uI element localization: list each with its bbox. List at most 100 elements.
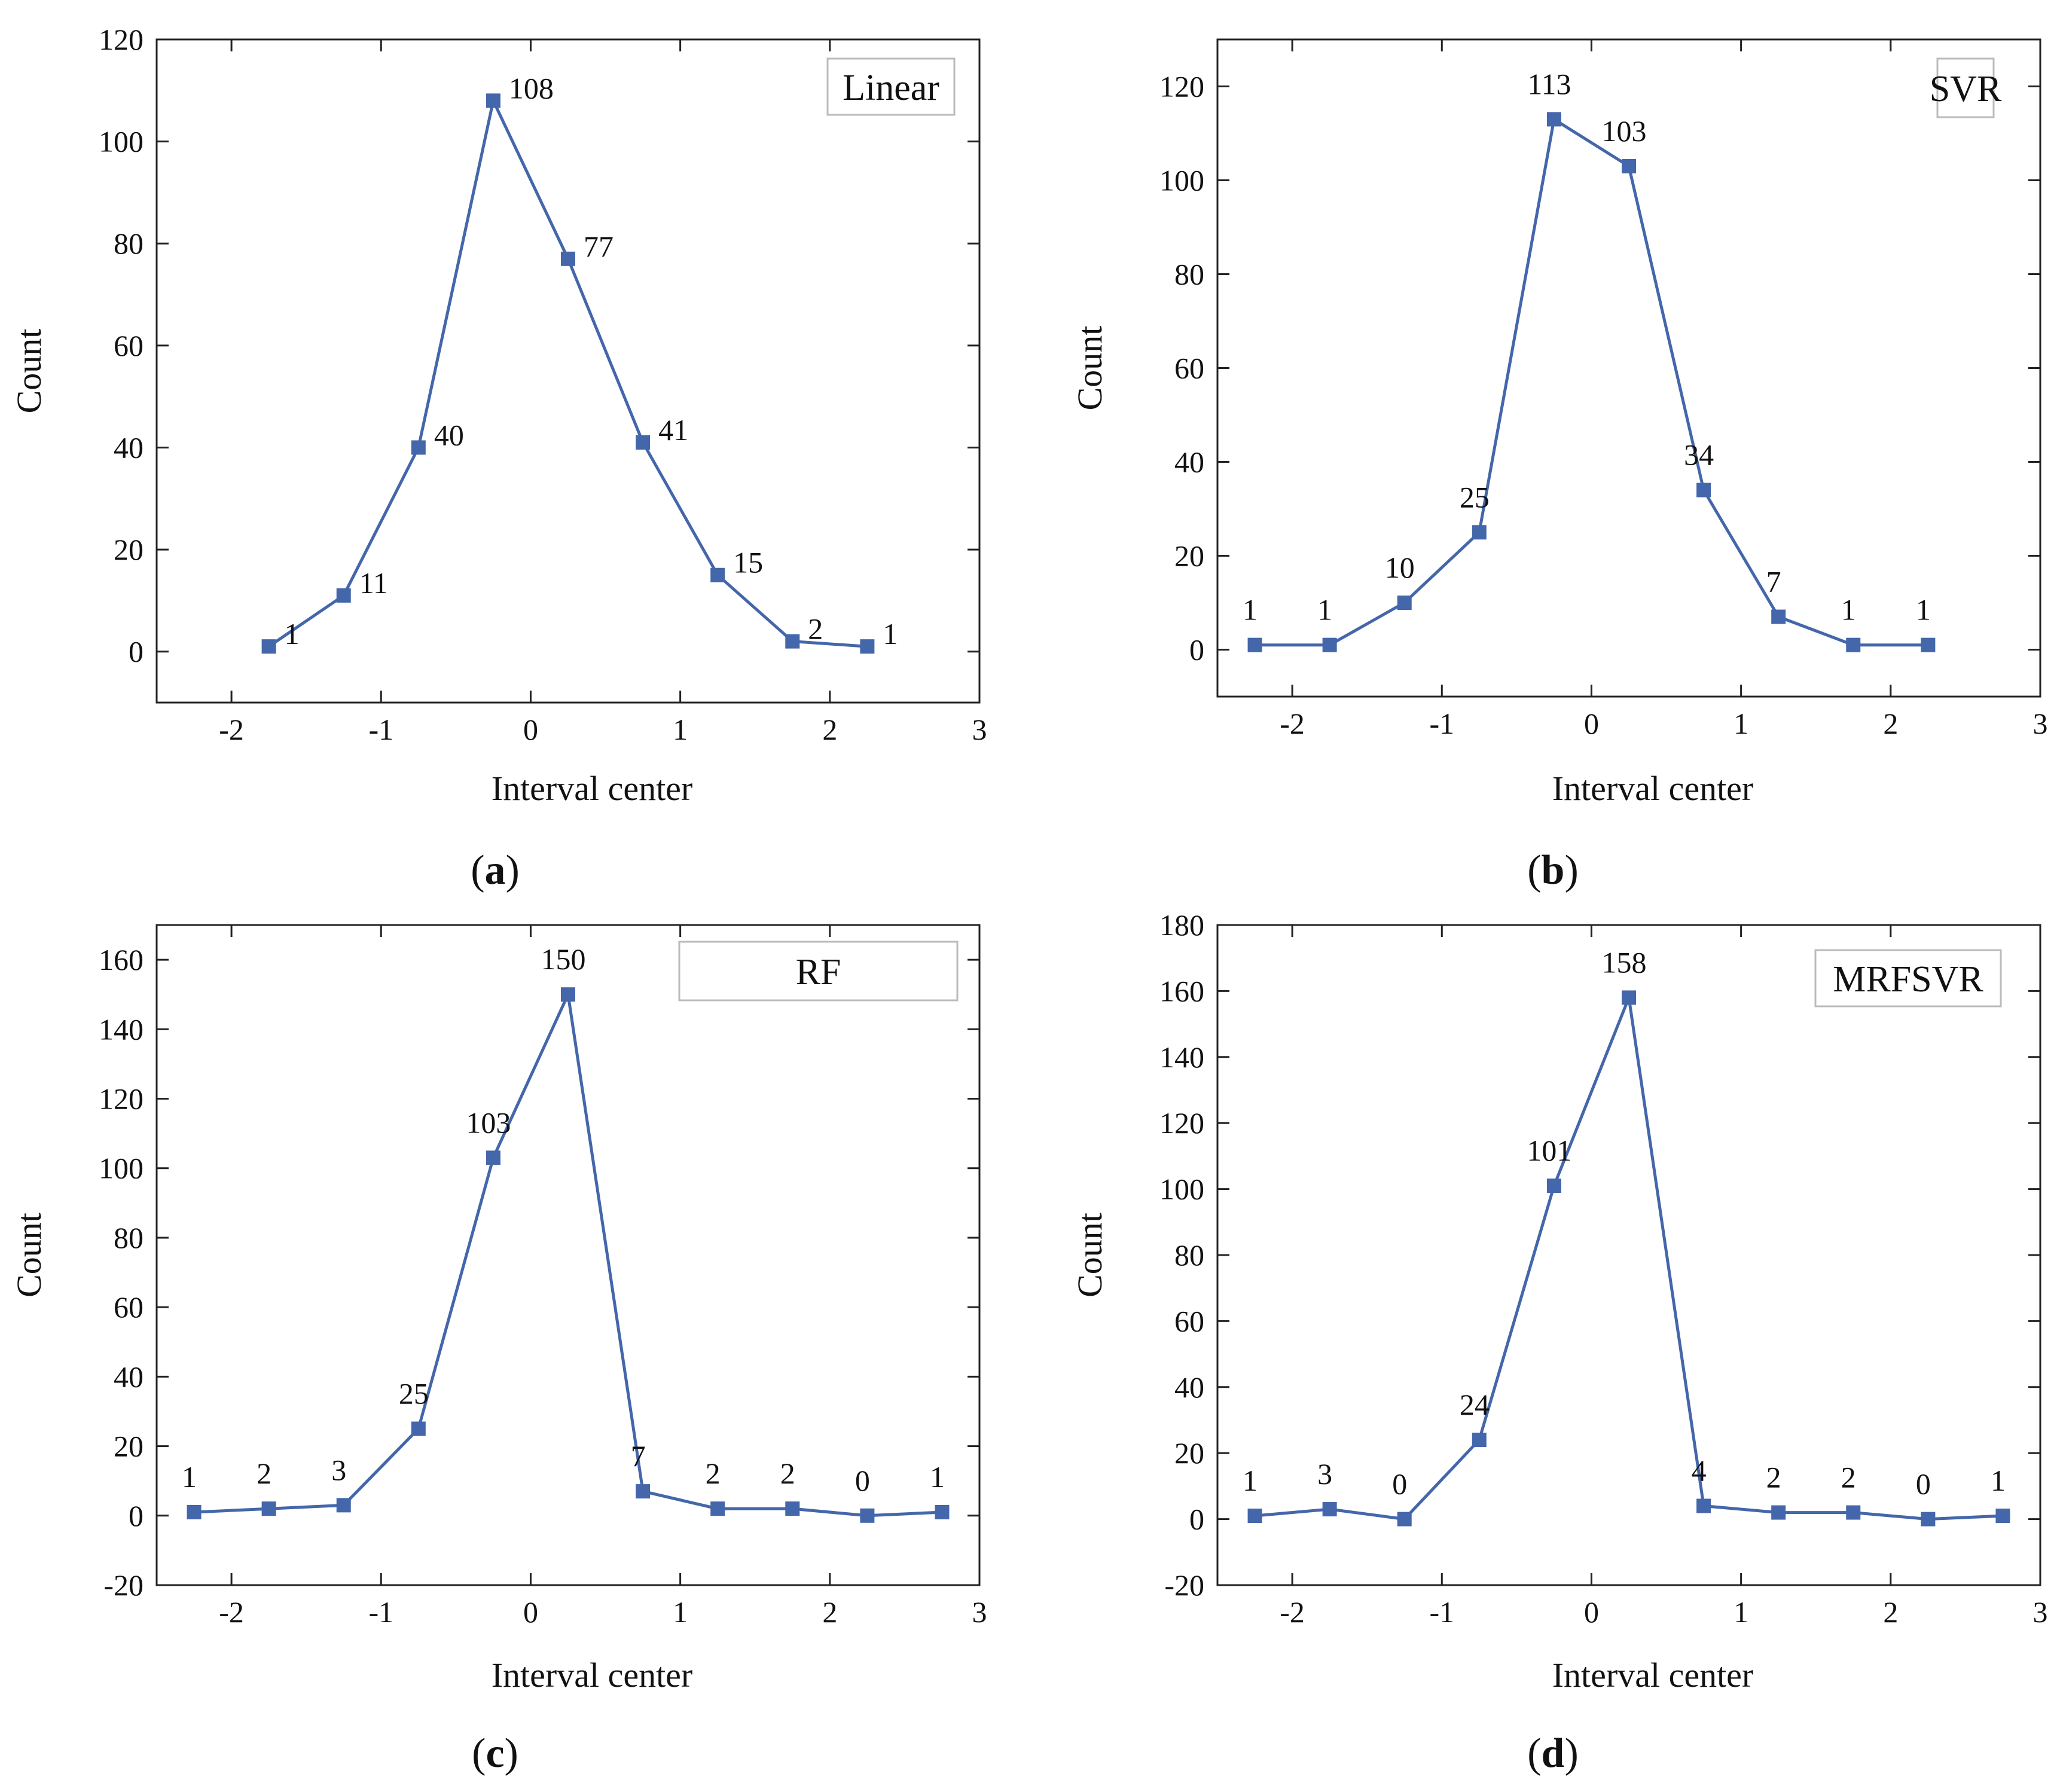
x-axis-label: Interval center [1552,1656,1754,1695]
x-tick-label: 1 [1734,1595,1748,1629]
x-axis-label: Interval center [492,1656,693,1695]
y-tick-label: 100 [1159,1173,1204,1206]
y-tick-label: 120 [99,23,144,56]
series-line [194,989,942,1518]
y-tick-label: 100 [99,125,144,158]
data-point-marker [1995,1509,2010,1524]
data-label: 77 [584,230,614,263]
data-point-marker [1472,1433,1487,1448]
data-label: 7 [631,1439,646,1473]
y-tick-label: 140 [1159,1040,1204,1074]
caption-paren-close: ) [506,847,520,893]
data-point-marker [636,435,651,450]
panel-caption: (a) [471,847,520,893]
y-tick-label: 80 [1174,258,1204,291]
y-tick-label: 20 [114,533,144,566]
y-tick-label: 40 [114,1360,144,1393]
y-axis-label: Count [1070,1213,1109,1298]
data-point-marker [710,567,725,582]
panel-b-svr: 0 20 40 60 80 100 120 -2 -1 0 1 2 3 Interval center Co… [1070,38,2048,893]
panel-caption: (b) [1527,847,1579,893]
x-tick-label: 3 [972,713,987,746]
x-tick-label: -2 [1280,1595,1305,1629]
y-axis-label: Count [10,1213,48,1298]
data-point-marker [1247,637,1262,652]
y-tick-label: 180 [1159,908,1204,942]
data-label: 25 [399,1377,429,1411]
data-label: 101 [1527,1134,1571,1167]
data-label: 10 [1385,551,1415,584]
legend-label: RF [796,952,841,993]
data-label: 2 [1766,1461,1781,1494]
y-tick-label: 20 [1174,1436,1204,1470]
data-label: 0 [1392,1467,1407,1501]
data-point-marker [486,93,500,108]
y-tick-label: 0 [129,1499,144,1532]
data-label: 1 [1916,593,1931,627]
y-tick-label: -20 [1164,1568,1204,1602]
data-point-marker [785,1501,800,1516]
panel-a-linear: 0 20 40 60 80 100 120 -2 -1 0 1 2 3 Interval center Co… [10,23,987,893]
data-label: 3 [331,1453,346,1486]
legend-box [826,57,956,116]
legend-box [678,941,959,1002]
data-label: 2 [780,1457,795,1490]
data-label: 15 [733,546,763,579]
x-tick-label: 0 [1584,707,1599,740]
x-tick-label: -1 [368,713,393,746]
caption-letter: b [1542,847,1565,893]
x-tick-label: -2 [1280,707,1305,740]
data-point-marker [1696,483,1711,497]
data-point-marker [561,251,575,266]
x-tick-label: 2 [1883,1595,1898,1629]
y-tick-label: 60 [1174,352,1204,385]
data-label: 11 [359,566,388,600]
y-tick-label: 80 [1174,1238,1204,1272]
x-tick-label: 0 [523,713,538,746]
data-label: 1 [930,1460,945,1494]
data-point-marker [1397,1512,1412,1527]
caption-paren-open: ( [1527,1730,1541,1776]
data-point-marker [187,1504,202,1519]
series-line [1255,117,1928,647]
x-tick-label: 1 [1734,707,1748,740]
y-tick-label: 40 [1174,445,1204,479]
data-label: 1 [1243,593,1258,627]
data-point-marker [1472,525,1487,540]
data-label: 0 [1916,1467,1931,1501]
y-axis-label: Count [1070,326,1109,411]
legend-box [1814,949,2002,1008]
data-label: 41 [658,413,688,447]
data-label: 25 [1460,480,1490,514]
data-point-marker [1846,637,1861,652]
legend-box [1936,57,1995,118]
data-label: 1 [1317,593,1332,627]
legend-label: Linear [843,68,939,108]
caption-paren-open: ( [471,847,484,893]
x-tick-label: 0 [523,1595,538,1629]
series-line [268,96,868,648]
y-tick-label: 60 [1174,1304,1204,1338]
y-tick-label: 120 [99,1082,144,1116]
data-label: 1 [1841,593,1856,627]
x-tick-label: 3 [2033,707,2048,740]
y-axis-label: Count [10,329,48,414]
data-point-marker [336,1498,351,1513]
data-label: 108 [509,71,554,105]
data-label: 24 [1460,1388,1490,1421]
x-tick-label: 3 [2033,1595,2048,1629]
data-point-marker [1546,1179,1561,1193]
y-tick-label: 40 [1174,1370,1204,1404]
y-tick-label: 60 [114,329,144,362]
legend-label: MRFSVR [1833,959,1983,1000]
data-point-marker [1247,1509,1262,1524]
data-label: 103 [1602,114,1647,148]
data-point-marker [336,588,351,603]
y-tick-label: 0 [129,635,144,668]
x-tick-label: 1 [673,1595,688,1629]
x-tick-label: -1 [368,1595,393,1629]
data-point-marker [1921,637,1936,652]
data-label: 7 [1766,565,1781,599]
